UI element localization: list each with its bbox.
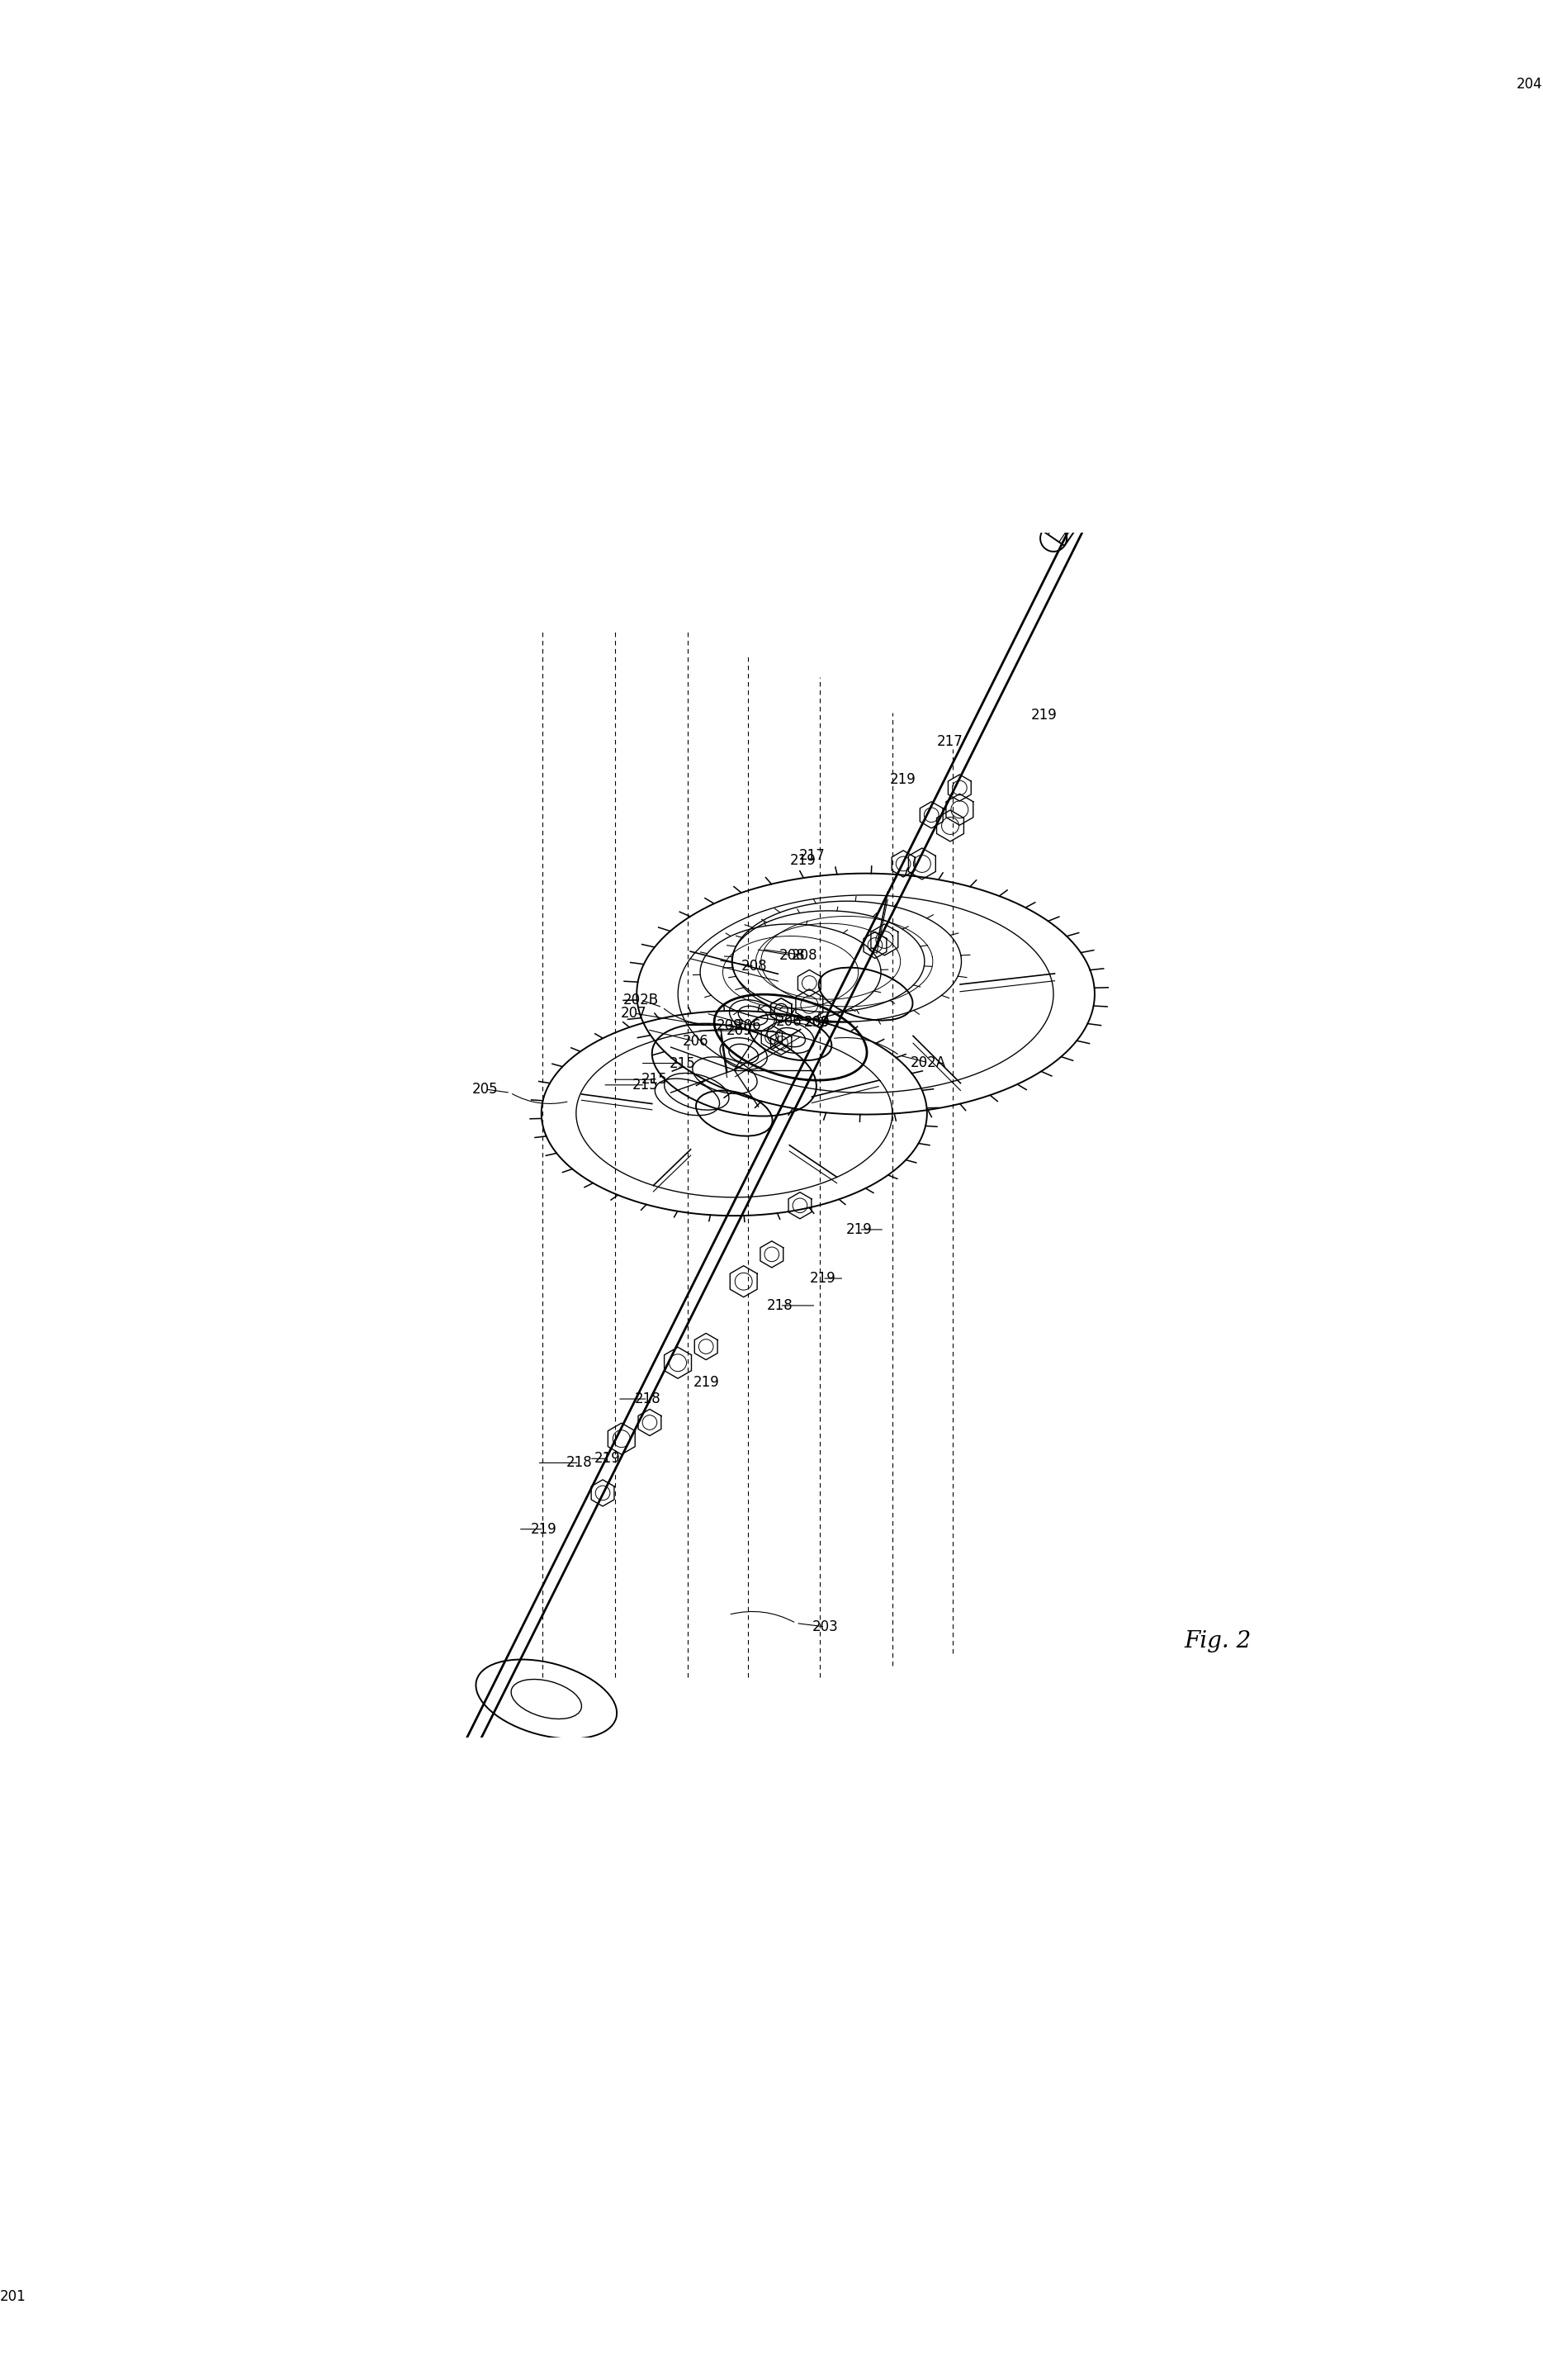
Text: 219: 219 xyxy=(693,1376,719,1390)
Text: 209: 209 xyxy=(804,1014,830,1031)
Text: 218: 218 xyxy=(767,1297,793,1314)
Text: 202A: 202A xyxy=(910,1054,946,1071)
Text: 219: 219 xyxy=(890,771,917,788)
Text: 219: 219 xyxy=(1031,709,1057,724)
Text: 201: 201 xyxy=(0,2290,26,2304)
Text: 219: 219 xyxy=(846,1223,872,1238)
Text: 208: 208 xyxy=(792,947,818,964)
Text: 206: 206 xyxy=(776,1014,802,1028)
Text: 215: 215 xyxy=(642,1071,668,1088)
Text: 218: 218 xyxy=(634,1392,660,1407)
Text: 215: 215 xyxy=(670,1057,696,1071)
Text: 219: 219 xyxy=(594,1452,620,1466)
Text: 208: 208 xyxy=(779,947,805,964)
Text: 217: 217 xyxy=(799,847,826,864)
Text: 217: 217 xyxy=(937,733,963,750)
Text: 209: 209 xyxy=(725,1023,751,1038)
Text: 209: 209 xyxy=(804,1014,830,1031)
Text: 215: 215 xyxy=(633,1078,659,1092)
Text: 207: 207 xyxy=(620,1007,647,1021)
Text: 219: 219 xyxy=(531,1521,557,1537)
Text: 218: 218 xyxy=(566,1457,593,1471)
Text: 209: 209 xyxy=(716,1019,742,1033)
Text: 206: 206 xyxy=(736,1019,761,1033)
Text: 219: 219 xyxy=(809,1271,835,1285)
Text: 219: 219 xyxy=(790,854,816,869)
Text: 202B: 202B xyxy=(623,992,659,1007)
Text: 208: 208 xyxy=(741,959,767,973)
Text: 206: 206 xyxy=(682,1035,708,1050)
Text: Fig. 2: Fig. 2 xyxy=(1183,1630,1251,1652)
Text: 204: 204 xyxy=(1517,76,1543,90)
Text: 203: 203 xyxy=(812,1618,838,1635)
Text: 205: 205 xyxy=(472,1083,498,1097)
